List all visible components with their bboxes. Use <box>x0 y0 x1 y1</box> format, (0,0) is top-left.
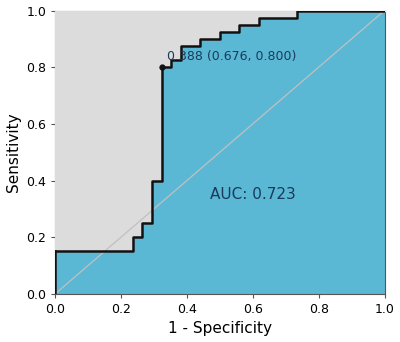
Text: AUC: 0.723: AUC: 0.723 <box>210 187 296 202</box>
X-axis label: 1 - Specificity: 1 - Specificity <box>168 321 272 337</box>
Text: 0.388 (0.676, 0.800): 0.388 (0.676, 0.800) <box>167 50 296 63</box>
Y-axis label: Sensitivity: Sensitivity <box>6 113 20 192</box>
